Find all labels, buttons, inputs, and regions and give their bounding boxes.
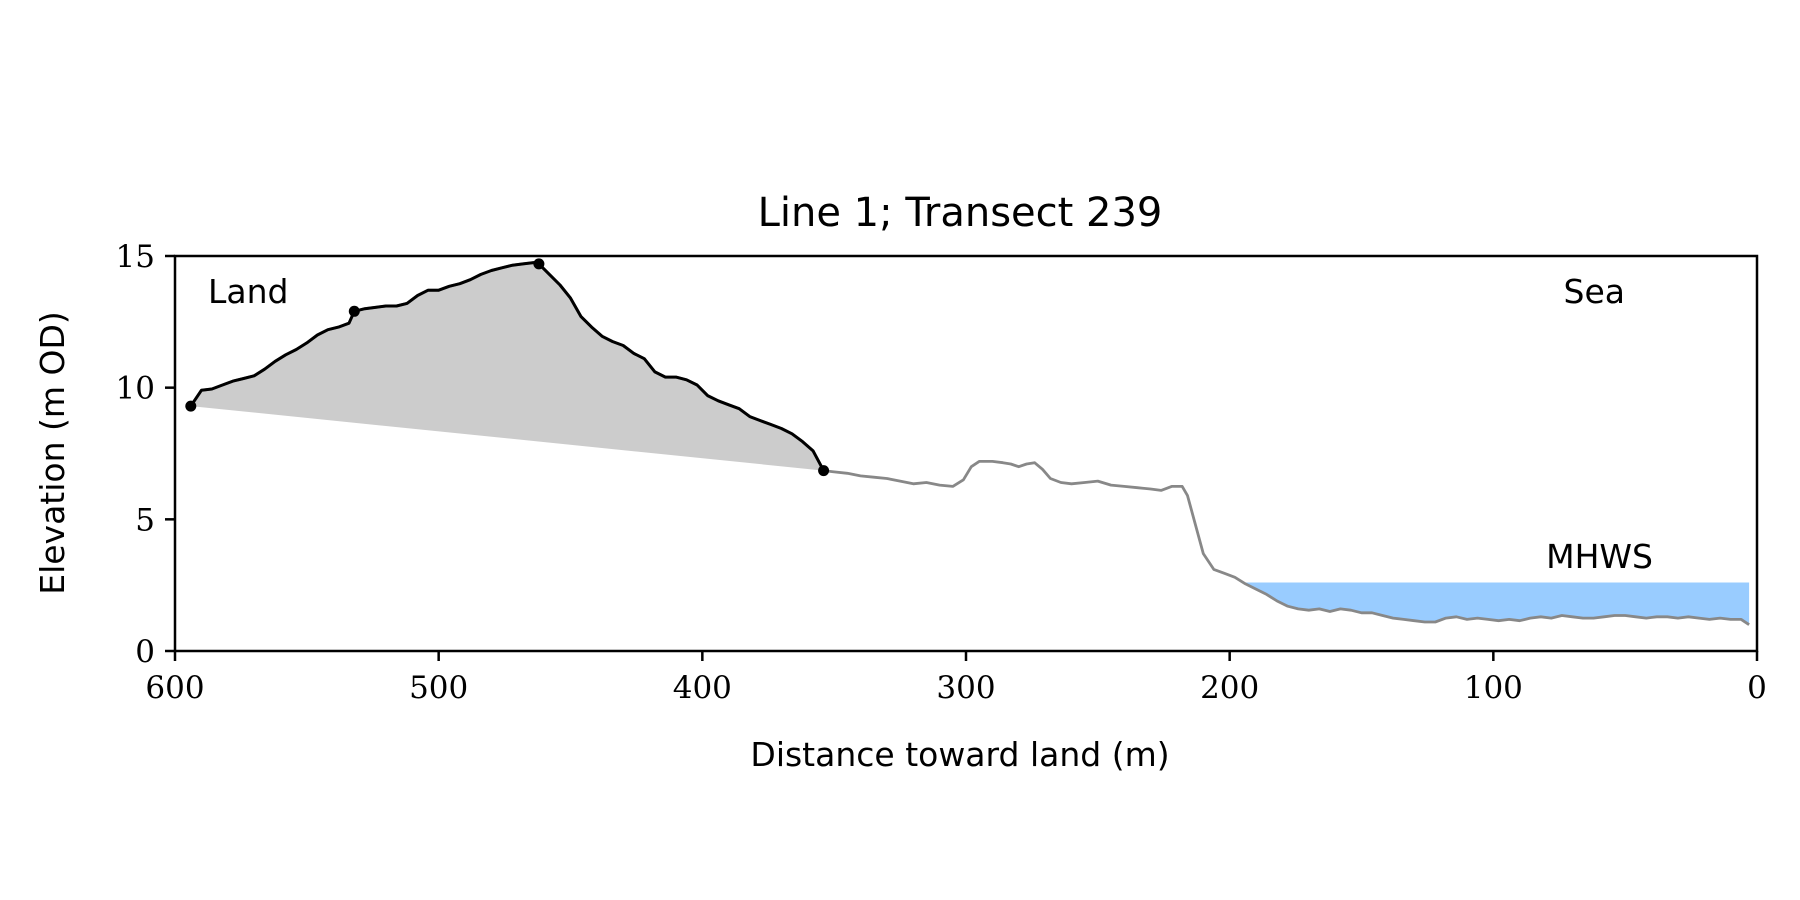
y-tick-label: 0 bbox=[135, 634, 155, 670]
y-tick-label: 10 bbox=[116, 371, 155, 407]
x-tick-label: 0 bbox=[1747, 670, 1767, 706]
cliff-area-fill bbox=[190, 262, 824, 471]
x-tick-label: 600 bbox=[145, 670, 204, 706]
mhws-annotation: MHWS bbox=[1546, 537, 1653, 576]
y-axis: 0 5 10 15 bbox=[116, 239, 175, 670]
x-tick-label: 200 bbox=[1200, 670, 1259, 706]
x-tick-label: 500 bbox=[409, 670, 468, 706]
cliff-profile-line bbox=[189, 261, 825, 472]
x-tick-label: 300 bbox=[936, 670, 995, 706]
chart-title: Line 1; Transect 239 bbox=[758, 190, 1163, 236]
key-point-marker bbox=[348, 305, 360, 317]
x-axis-label: Distance toward land (m) bbox=[750, 735, 1169, 774]
plot-area bbox=[173, 254, 1759, 653]
sea-annotation: Sea bbox=[1564, 272, 1625, 311]
mhws-band bbox=[1242, 582, 1750, 625]
key-point-marker bbox=[818, 465, 830, 477]
key-point-marker bbox=[533, 258, 545, 270]
y-tick-label: 15 bbox=[116, 239, 155, 275]
land-annotation: Land bbox=[208, 272, 288, 311]
x-tick-label: 100 bbox=[1464, 670, 1523, 706]
y-axis-label: Elevation (m OD) bbox=[33, 311, 72, 595]
x-tick-label: 400 bbox=[673, 670, 732, 706]
x-axis: 600 500 400 300 200 100 0 bbox=[145, 651, 1767, 706]
key-point-marker bbox=[185, 400, 197, 412]
y-tick-label: 5 bbox=[135, 502, 155, 538]
